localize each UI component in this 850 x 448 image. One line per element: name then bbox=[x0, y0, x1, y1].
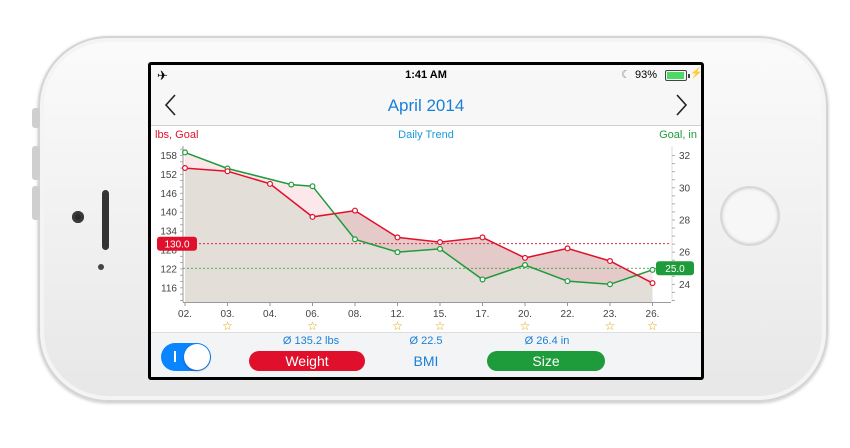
x-tick-label: 17. bbox=[476, 309, 490, 320]
size-point bbox=[352, 236, 359, 243]
right-tick-label: 30 bbox=[679, 183, 691, 194]
star-icon: ☆ bbox=[647, 319, 658, 332]
size-point bbox=[182, 149, 189, 156]
chevron-right-icon[interactable] bbox=[671, 93, 691, 117]
left-tick-label: 140 bbox=[160, 208, 177, 219]
volume-up-button bbox=[32, 146, 40, 180]
size-point bbox=[437, 245, 444, 252]
toggle-knob bbox=[184, 344, 210, 370]
status-time: 1:41 AM bbox=[405, 69, 447, 81]
weight-point bbox=[479, 234, 486, 241]
weight-point bbox=[182, 165, 189, 172]
right-tick-label: 32 bbox=[679, 151, 691, 162]
star-icon: ☆ bbox=[222, 319, 233, 332]
size-point bbox=[607, 281, 614, 288]
weight-average: Ø 135.2 lbs bbox=[282, 335, 340, 347]
x-tick-label: 26. bbox=[646, 309, 660, 320]
weight-point bbox=[352, 207, 359, 214]
battery-percent: 93% bbox=[635, 69, 658, 81]
size-point bbox=[394, 249, 401, 256]
goal-size-badge bbox=[656, 261, 694, 276]
size-point bbox=[479, 276, 486, 283]
weight-point bbox=[564, 245, 571, 252]
battery-icon bbox=[665, 70, 690, 81]
bottom-bar: Ø 135.2 lbs Ø 22.5 Ø 26.4 in Weight BMI … bbox=[151, 332, 701, 377]
star-icon: ☆ bbox=[605, 319, 616, 332]
x-tick-label: 08. bbox=[348, 309, 362, 320]
star-icon: ☆ bbox=[392, 319, 403, 332]
right-tick-label: 24 bbox=[679, 280, 691, 291]
size-average: Ø 26.4 in bbox=[524, 335, 570, 347]
size-point bbox=[309, 183, 316, 190]
display-toggle[interactable] bbox=[161, 343, 211, 371]
left-tick-label: 158 bbox=[160, 151, 177, 162]
left-tick-label: 122 bbox=[160, 264, 177, 275]
charging-icon: ⚡ bbox=[690, 68, 701, 79]
size-button[interactable]: Size bbox=[487, 351, 605, 371]
left-tick-label: 146 bbox=[160, 189, 177, 200]
weight-point bbox=[309, 213, 316, 220]
volume-down-button bbox=[32, 186, 40, 220]
size-line bbox=[184, 151, 653, 286]
goal-weight-label: 130.0 bbox=[164, 240, 189, 251]
chevron-left-icon[interactable] bbox=[161, 93, 181, 117]
weight-point bbox=[607, 258, 614, 265]
x-tick-label: 06. bbox=[306, 309, 320, 320]
bmi-button[interactable]: BMI bbox=[413, 353, 439, 369]
camera-icon bbox=[72, 211, 84, 223]
right-tick-label: 28 bbox=[679, 215, 691, 226]
left-tick-label: 128 bbox=[160, 246, 177, 257]
chart-title: Daily Trend bbox=[398, 129, 454, 141]
x-tick-label: 03. bbox=[221, 309, 235, 320]
mute-switch bbox=[32, 108, 40, 128]
right-axis-label: Goal, in bbox=[659, 129, 697, 141]
size-point bbox=[522, 262, 529, 269]
x-tick-label: 20. bbox=[518, 309, 532, 320]
x-tick-label: 02. bbox=[178, 309, 192, 320]
x-tick-label: 04. bbox=[263, 309, 277, 320]
weight-line bbox=[184, 167, 653, 284]
airplane-icon: ✈ bbox=[157, 68, 168, 83]
left-axis-label: lbs, Goal bbox=[155, 129, 198, 141]
phone-screen: ✈ 1:41 AM ☾ 93% ⚡ April 2014 lbs, Goal D… bbox=[148, 62, 704, 380]
status-bar: ✈ 1:41 AM ☾ 93% ⚡ bbox=[151, 65, 701, 85]
star-icon: ☆ bbox=[520, 319, 531, 332]
app-display: ✈ 1:41 AM ☾ 93% ⚡ April 2014 lbs, Goal D… bbox=[151, 65, 701, 377]
star-icon: ☆ bbox=[435, 319, 446, 332]
weight-point bbox=[224, 168, 231, 175]
x-tick-label: 12. bbox=[391, 309, 405, 320]
daily-trend-chart[interactable]: lbs, Goal Daily Trend Goal, in 116 122 128… bbox=[151, 126, 701, 332]
left-tick-label: 152 bbox=[160, 170, 177, 181]
bmi-average: Ø 22.5 bbox=[409, 335, 443, 347]
right-tick-label: 26 bbox=[679, 248, 691, 259]
left-tick-label: 116 bbox=[161, 283, 177, 294]
earpiece-speaker bbox=[102, 190, 109, 250]
weight-point bbox=[266, 180, 273, 187]
nav-bar: April 2014 bbox=[151, 85, 701, 126]
x-tick-label: 15. bbox=[433, 309, 447, 320]
weight-point bbox=[394, 234, 401, 241]
star-icon: ☆ bbox=[307, 319, 318, 332]
moon-icon: ☾ bbox=[621, 69, 631, 81]
size-point bbox=[288, 181, 295, 188]
x-tick-label: 23. bbox=[603, 309, 617, 320]
weight-point bbox=[649, 280, 656, 287]
weight-button[interactable]: Weight bbox=[249, 351, 365, 371]
difference-band bbox=[185, 152, 653, 285]
left-tick-label: 134 bbox=[160, 227, 177, 238]
weight-point bbox=[437, 239, 444, 246]
size-point bbox=[564, 278, 571, 285]
weight-point bbox=[522, 254, 529, 261]
home-button[interactable] bbox=[722, 188, 778, 244]
goal-weight-badge bbox=[157, 236, 197, 251]
size-point bbox=[649, 266, 656, 273]
toggle-on-icon bbox=[174, 351, 176, 362]
goal-size-label: 25.0 bbox=[665, 264, 685, 275]
x-tick-label: 22. bbox=[561, 309, 575, 320]
page-title: April 2014 bbox=[387, 96, 465, 115]
proximity-sensor bbox=[98, 264, 104, 270]
